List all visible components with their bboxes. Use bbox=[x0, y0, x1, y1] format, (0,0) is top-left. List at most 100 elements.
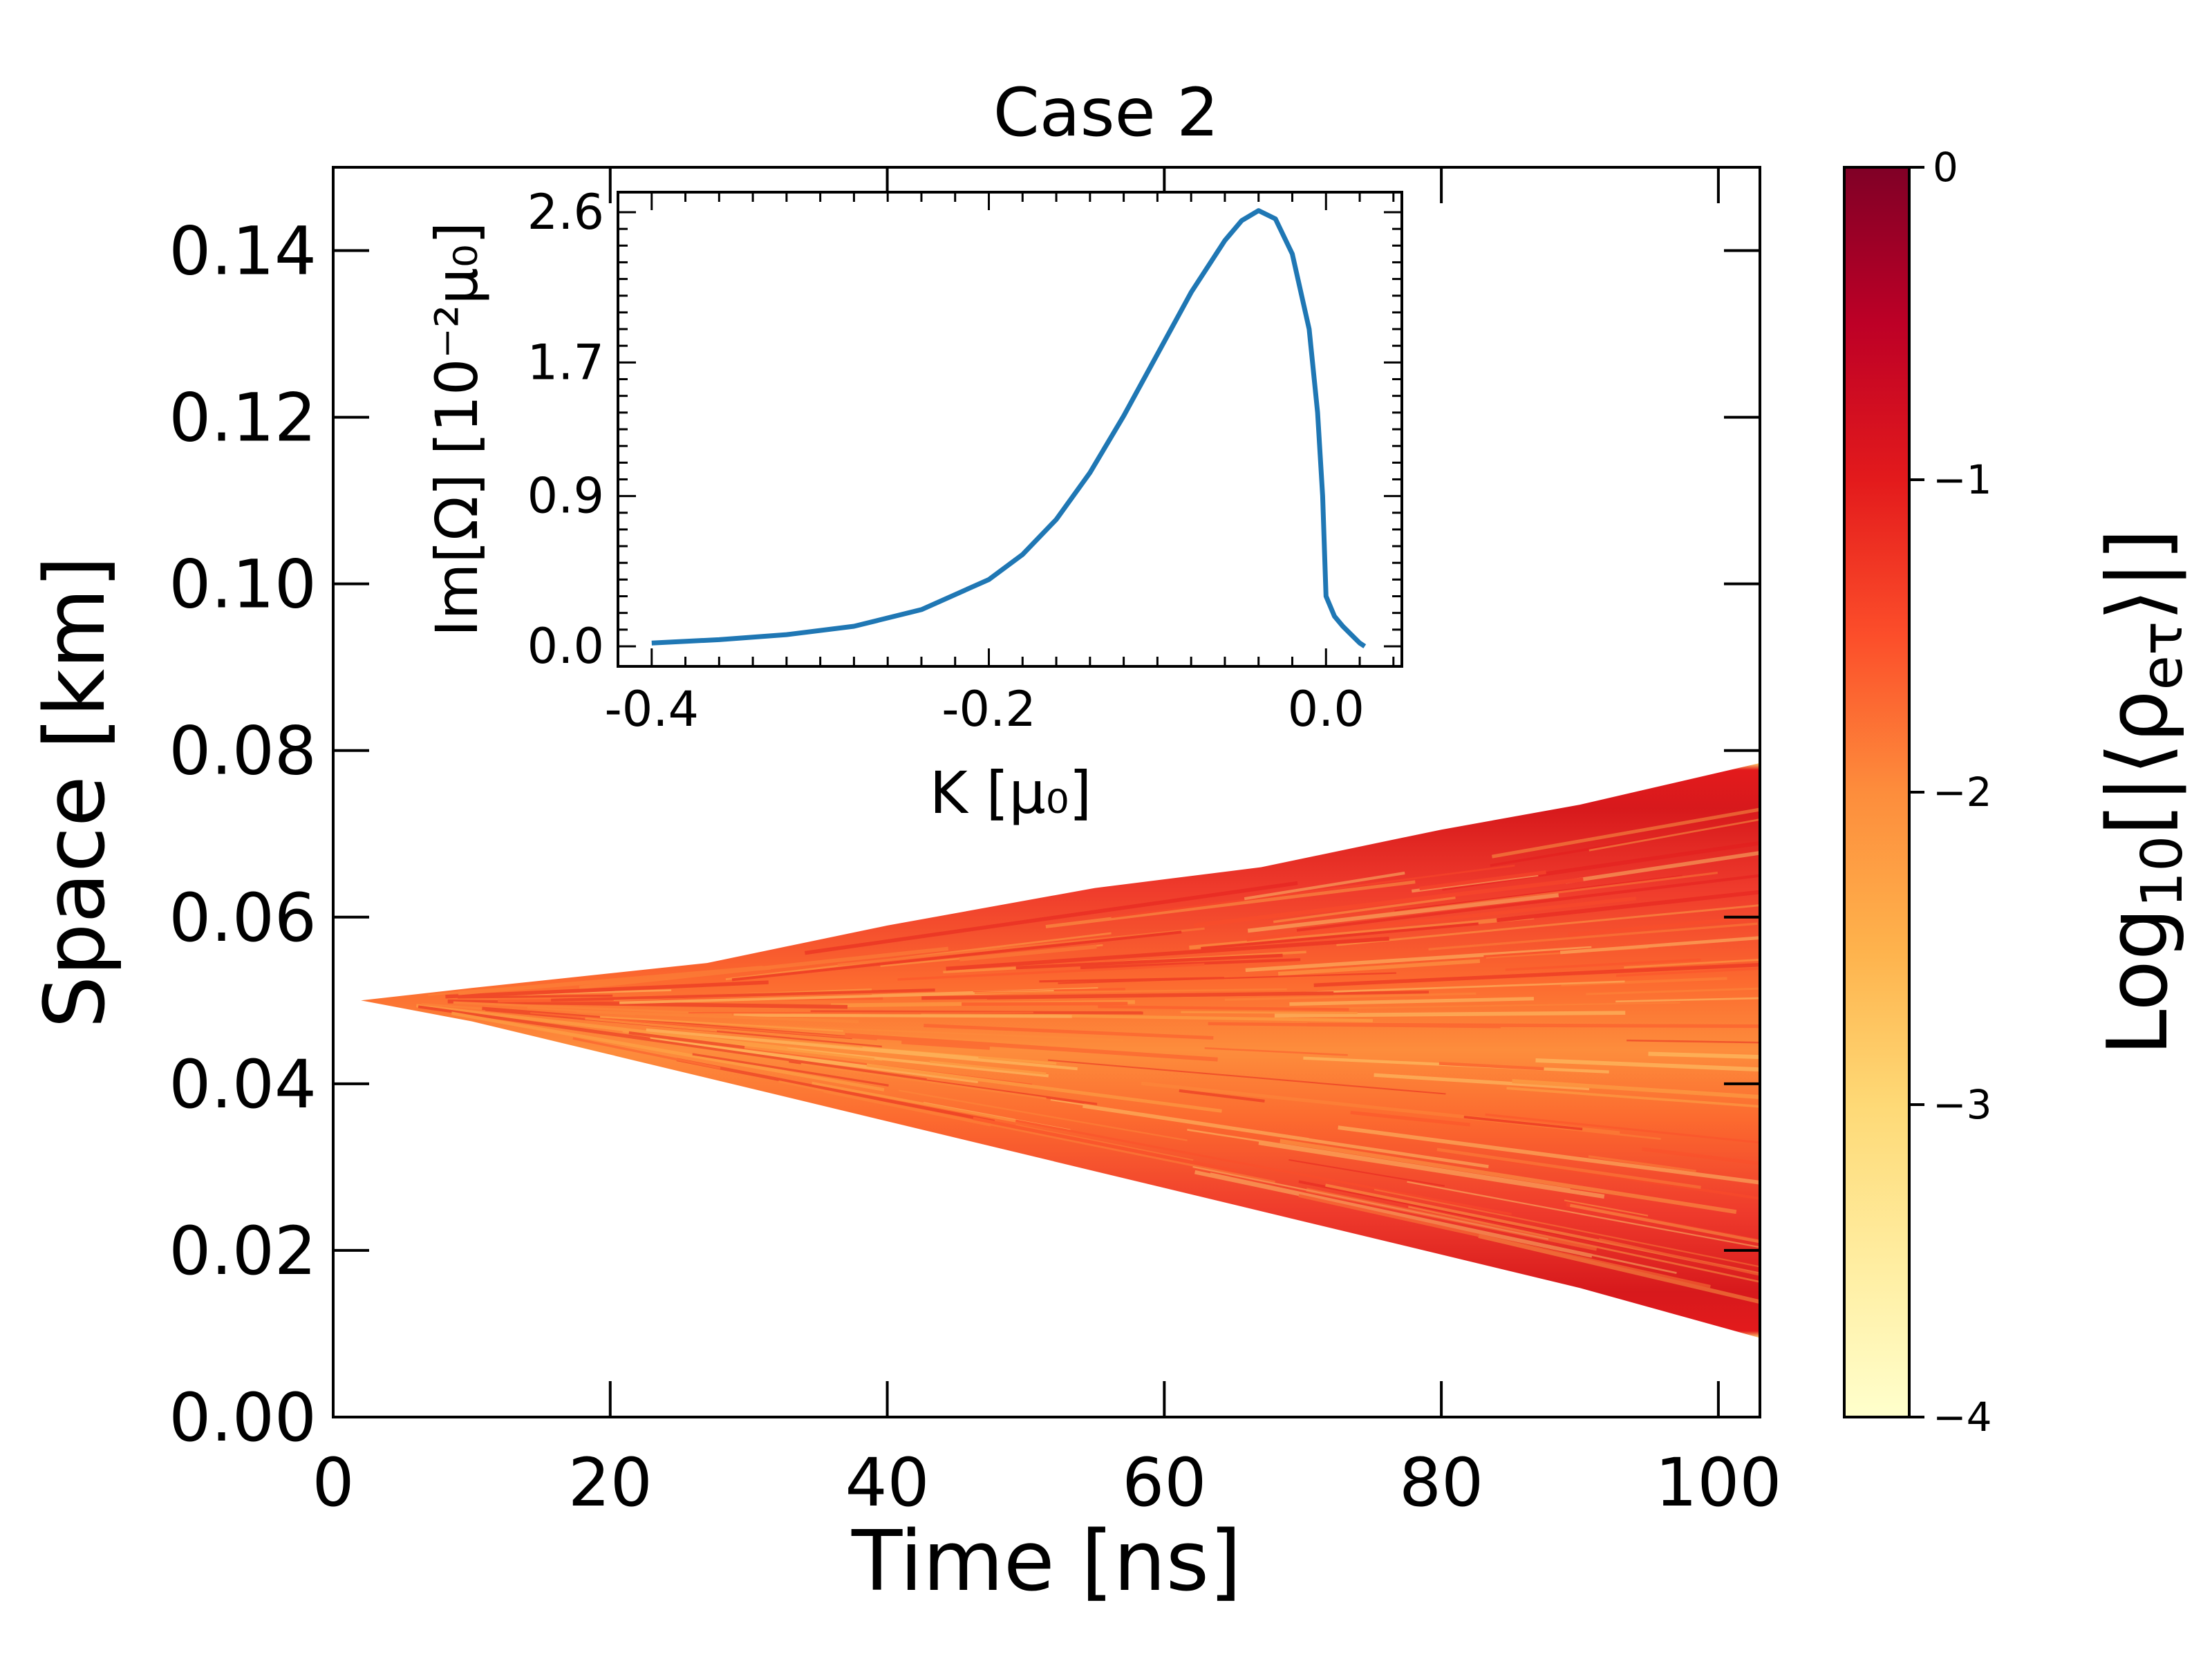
heatmap-streak bbox=[710, 1026, 1068, 1048]
heatmap-streak bbox=[458, 965, 771, 995]
inset-x-tick-label: 0.0 bbox=[1288, 681, 1365, 738]
heatmap-streak bbox=[812, 1081, 1016, 1123]
heatmap-streak bbox=[897, 963, 1205, 981]
heatmap-streak bbox=[1080, 958, 1301, 970]
heatmap-streak bbox=[447, 999, 848, 1009]
y-tick-label: 0.04 bbox=[169, 1046, 317, 1123]
heatmap-streak bbox=[1441, 841, 1760, 891]
colorbar-label-sub2: eτ bbox=[2130, 621, 2195, 691]
heatmap-streak bbox=[1491, 807, 1760, 859]
heatmap-streak bbox=[1289, 997, 1534, 1006]
colorbar-label-log: Log bbox=[2090, 908, 2186, 1056]
heatmap-streak bbox=[1247, 893, 1559, 933]
heatmap-streak bbox=[1408, 1206, 1760, 1283]
heatmap-streak bbox=[619, 990, 1054, 1004]
colorbar-label-end: ⟩|] bbox=[2090, 529, 2186, 621]
heatmap-streak bbox=[943, 950, 1306, 974]
x-tick-label: 0 bbox=[312, 1444, 354, 1521]
inset-x-axis-label: K [μ₀] bbox=[930, 759, 1091, 827]
y-tick-label: 0.12 bbox=[169, 379, 317, 457]
heatmap-streak bbox=[805, 881, 1298, 955]
heatmap-streak bbox=[579, 946, 949, 990]
heatmap-streak bbox=[1350, 1110, 1470, 1127]
heatmap-streak bbox=[974, 988, 1287, 995]
heatmap-streak bbox=[1374, 1188, 1760, 1268]
heatmap-streak bbox=[1338, 1125, 1760, 1185]
heatmap-streak bbox=[1325, 1183, 1760, 1275]
heatmap-streak bbox=[1058, 972, 1396, 984]
heatmap-streak bbox=[1258, 1141, 1605, 1199]
heatmap-streak bbox=[1428, 922, 1758, 950]
heatmap-streak bbox=[1588, 1155, 1696, 1173]
heatmap-streak bbox=[1194, 1170, 1593, 1258]
heatmap-streak bbox=[862, 1047, 979, 1060]
heatmap-layer bbox=[361, 762, 1760, 1338]
heatmap-streak bbox=[622, 1029, 875, 1061]
heatmap-streak bbox=[1463, 1116, 1583, 1131]
inset-x-tick-label: -0.2 bbox=[941, 681, 1036, 738]
heatmap-streak bbox=[1292, 1002, 1680, 1010]
heatmap-streak bbox=[1494, 1157, 1760, 1200]
heatmap-streak bbox=[1245, 946, 1592, 973]
heatmap-streak bbox=[1407, 1181, 1760, 1248]
heatmap-streak bbox=[1506, 1087, 1760, 1108]
heatmap-streak bbox=[668, 1038, 1033, 1088]
heatmap-streak bbox=[921, 1011, 1373, 1022]
heatmap-streak bbox=[577, 1009, 859, 1024]
inset-series-line bbox=[651, 208, 1367, 648]
heatmap-streak bbox=[613, 988, 872, 1001]
heatmap-streak bbox=[676, 1058, 995, 1123]
colorbar-gradient bbox=[1844, 167, 1909, 1417]
heatmap-streak bbox=[800, 1062, 1047, 1100]
heatmap-streak bbox=[1305, 980, 1625, 994]
heatmap-streak bbox=[1015, 1124, 1194, 1161]
heatmap-streak bbox=[458, 994, 613, 999]
heatmap-streak bbox=[1559, 936, 1760, 955]
heatmap-streak bbox=[1050, 1098, 1309, 1140]
colorbar-tick-label: −4 bbox=[1933, 1394, 1992, 1441]
heatmap-streak bbox=[418, 1005, 758, 1056]
heatmap-streak bbox=[1082, 1104, 1489, 1169]
heatmap-streak bbox=[1208, 1022, 1501, 1029]
heatmap-streaks bbox=[416, 807, 1760, 1304]
inset-plot: -0.4 -0.2 0.0 0.0 0.9 1.7 2.6 K [μ₀] Im[Ω] [10… bbox=[423, 184, 1403, 827]
heatmap-streak bbox=[451, 1011, 885, 1091]
inset-axis-ticks: -0.4 -0.2 0.0 0.0 0.9 1.7 2.6 bbox=[527, 184, 1402, 738]
colorbar-label-rho: [|⟨ρ bbox=[2090, 690, 2186, 835]
heatmap-streak bbox=[1141, 1081, 1620, 1135]
heatmap-streak bbox=[453, 1001, 732, 1015]
inset-x-tick-label: -0.4 bbox=[604, 681, 699, 738]
main-axis-ticks: 0 20 40 60 80 100 0.00 0.02 0.04 0.06 0.08 0.10 0.12… bbox=[169, 167, 1782, 1521]
heatmap-streak bbox=[1204, 1047, 1348, 1056]
heatmap-streak bbox=[617, 1041, 788, 1074]
heatmap-streak bbox=[810, 1010, 1143, 1015]
heatmap-streak bbox=[1246, 897, 1637, 941]
heatmap-streak bbox=[428, 965, 763, 996]
heatmap-streak bbox=[1478, 1234, 1760, 1304]
heatmap-streak bbox=[759, 1024, 1124, 1041]
heatmap-streak bbox=[1438, 1062, 1544, 1071]
heatmap-streak bbox=[1624, 958, 1760, 969]
heatmap-streak bbox=[462, 1015, 603, 1044]
heatmap-streak bbox=[1615, 997, 1760, 1003]
heatmap-streak bbox=[1201, 922, 1479, 950]
x-tick-label: 100 bbox=[1655, 1444, 1781, 1521]
heatmap-streak bbox=[572, 1037, 721, 1070]
heatmap-streak bbox=[930, 1060, 1047, 1075]
heatmap-streak bbox=[628, 1031, 745, 1049]
heatmap-streak bbox=[1569, 1203, 1760, 1244]
heatmap-streak bbox=[692, 1053, 889, 1087]
inset-plot-frame bbox=[617, 191, 1403, 668]
heatmap-streak bbox=[1194, 877, 1584, 928]
heatmap-streak bbox=[1111, 864, 1515, 919]
heatmap-streak bbox=[857, 1070, 1085, 1104]
inset-y-tick-label: 0.9 bbox=[527, 468, 604, 525]
heatmap-streak bbox=[837, 927, 1205, 966]
heatmap-streak bbox=[1485, 946, 1649, 959]
heatmap-streak bbox=[731, 930, 1182, 982]
heatmap-streak bbox=[1535, 1058, 1760, 1072]
heatmap-streak bbox=[1277, 959, 1481, 976]
heatmap-streak bbox=[1307, 1022, 1760, 1029]
heatmap-streak bbox=[880, 944, 1103, 967]
heatmap-streak bbox=[1224, 992, 1477, 1001]
